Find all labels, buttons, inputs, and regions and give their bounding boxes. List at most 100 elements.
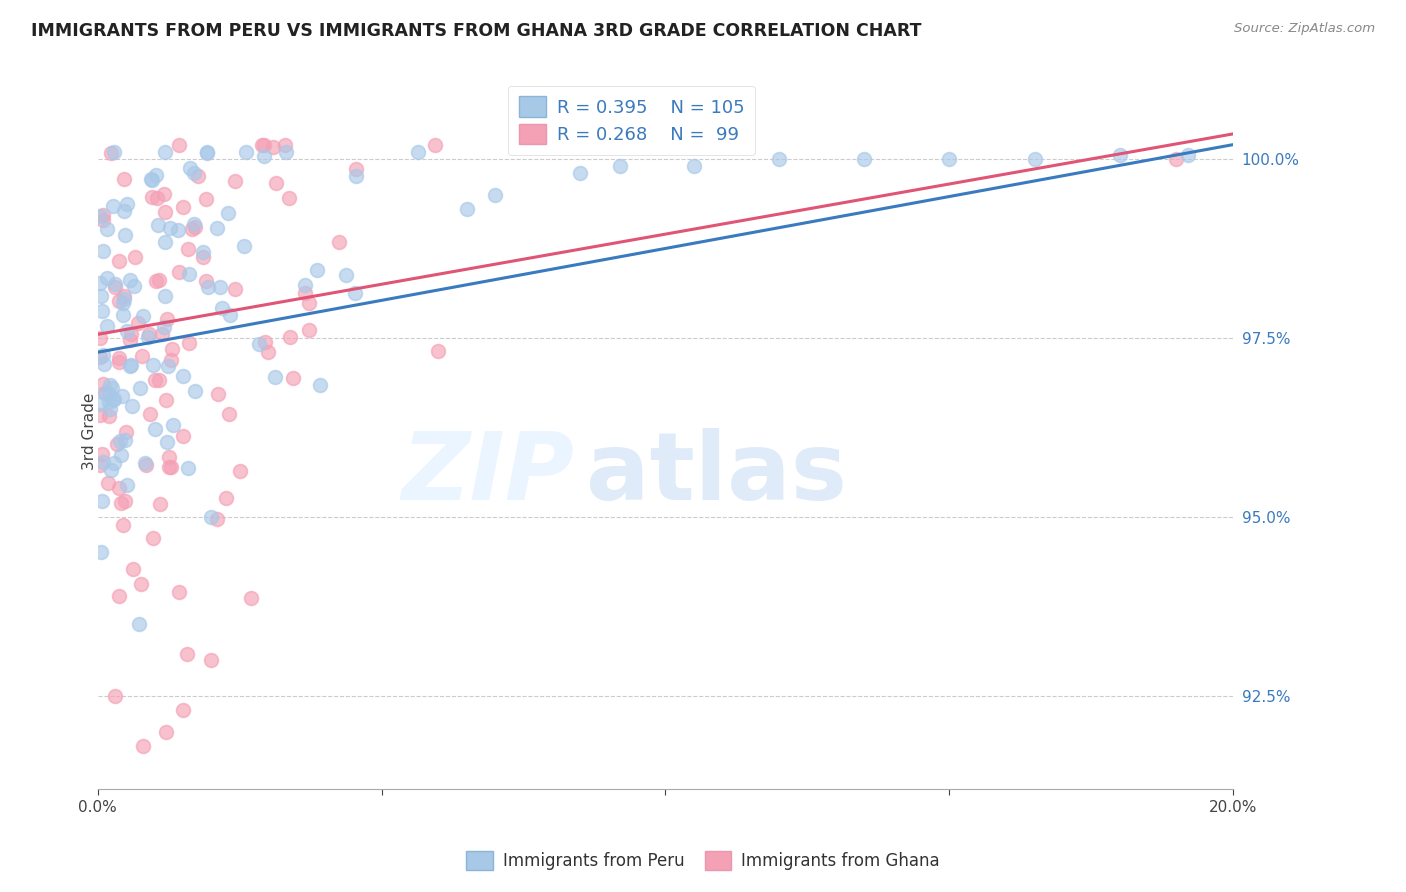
Point bbox=[155, 393, 177, 408]
Point bbox=[177, 267, 200, 281]
Point bbox=[138, 326, 160, 341]
Point bbox=[91, 447, 114, 461]
Point bbox=[93, 212, 115, 227]
Point bbox=[1166, 152, 1188, 166]
Point bbox=[139, 408, 162, 422]
Point bbox=[207, 220, 229, 235]
Point bbox=[108, 254, 131, 268]
Point bbox=[278, 191, 301, 205]
Point bbox=[124, 250, 146, 264]
Point bbox=[142, 358, 165, 372]
Point bbox=[1177, 148, 1199, 162]
Point bbox=[179, 161, 201, 175]
Point bbox=[172, 703, 194, 717]
Point bbox=[177, 460, 200, 475]
Point bbox=[101, 381, 124, 395]
Point bbox=[114, 228, 136, 243]
Point bbox=[141, 190, 163, 204]
Point bbox=[768, 152, 790, 166]
Point bbox=[148, 273, 170, 287]
Point bbox=[253, 137, 276, 152]
Point bbox=[264, 176, 287, 190]
Point bbox=[172, 429, 194, 443]
Point bbox=[101, 199, 124, 213]
Point bbox=[120, 359, 142, 373]
Point bbox=[98, 401, 121, 416]
Point bbox=[105, 437, 128, 451]
Point bbox=[253, 335, 276, 350]
Point bbox=[111, 517, 134, 532]
Point bbox=[97, 387, 120, 401]
Y-axis label: 3rd Grade: 3rd Grade bbox=[82, 392, 97, 470]
Point bbox=[184, 219, 207, 234]
Point bbox=[145, 168, 167, 182]
Point bbox=[91, 348, 114, 362]
Point bbox=[281, 371, 304, 385]
Point bbox=[155, 205, 177, 219]
Point bbox=[195, 145, 218, 159]
Point bbox=[247, 337, 270, 351]
Point bbox=[853, 152, 876, 166]
Point bbox=[94, 386, 117, 401]
Point bbox=[328, 235, 350, 250]
Point bbox=[183, 166, 205, 180]
Point bbox=[129, 380, 152, 394]
Point bbox=[156, 359, 179, 374]
Point bbox=[128, 617, 150, 632]
Point bbox=[308, 378, 330, 392]
Point bbox=[120, 327, 142, 342]
Point bbox=[103, 456, 125, 470]
Point bbox=[179, 336, 201, 351]
Point bbox=[159, 220, 181, 235]
Point bbox=[484, 187, 506, 202]
Point bbox=[406, 145, 429, 159]
Point bbox=[207, 386, 229, 401]
Point bbox=[108, 351, 131, 366]
Point bbox=[193, 244, 215, 259]
Point bbox=[217, 206, 239, 220]
Point bbox=[153, 320, 176, 334]
Point bbox=[115, 478, 138, 492]
Point bbox=[104, 277, 127, 291]
Point bbox=[112, 204, 135, 219]
Point bbox=[195, 192, 218, 206]
Point bbox=[235, 145, 257, 159]
Text: ZIP: ZIP bbox=[402, 428, 575, 520]
Point bbox=[114, 292, 136, 306]
Point bbox=[110, 448, 132, 462]
Point bbox=[427, 343, 450, 358]
Point bbox=[148, 218, 170, 232]
Point bbox=[172, 200, 194, 214]
Point bbox=[121, 399, 143, 413]
Point bbox=[208, 280, 231, 294]
Text: IMMIGRANTS FROM PERU VS IMMIGRANTS FROM GHANA 3RD GRADE CORRELATION CHART: IMMIGRANTS FROM PERU VS IMMIGRANTS FROM … bbox=[31, 22, 921, 40]
Point bbox=[89, 331, 111, 345]
Point bbox=[89, 276, 111, 290]
Point bbox=[253, 149, 276, 163]
Text: atlas: atlas bbox=[586, 428, 846, 520]
Point bbox=[256, 345, 278, 359]
Point bbox=[166, 223, 188, 237]
Point bbox=[91, 494, 114, 508]
Point bbox=[250, 137, 273, 152]
Point bbox=[108, 590, 131, 604]
Point bbox=[682, 159, 704, 173]
Point bbox=[167, 585, 190, 599]
Point bbox=[214, 491, 236, 505]
Point bbox=[96, 222, 118, 236]
Point bbox=[224, 282, 246, 296]
Point bbox=[344, 162, 367, 177]
Point bbox=[110, 496, 132, 510]
Point bbox=[150, 326, 173, 341]
Point bbox=[145, 422, 167, 436]
Point bbox=[233, 239, 256, 253]
Point bbox=[609, 159, 631, 173]
Point bbox=[294, 285, 316, 300]
Point bbox=[294, 277, 316, 292]
Point bbox=[153, 145, 176, 159]
Point bbox=[120, 359, 142, 373]
Point bbox=[100, 145, 122, 160]
Point bbox=[112, 295, 135, 310]
Point bbox=[145, 373, 167, 387]
Point bbox=[129, 577, 152, 591]
